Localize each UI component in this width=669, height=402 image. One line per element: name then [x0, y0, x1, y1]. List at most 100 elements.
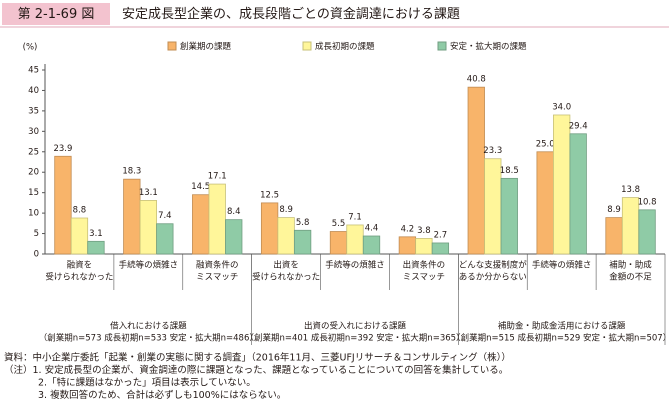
bar — [139, 200, 157, 255]
y-tick-label: 15 — [28, 188, 39, 198]
footnote: 2.「特に課題はなかった」項目は表示していない。 — [38, 377, 256, 389]
x-tick-label: 出資条件の — [403, 260, 446, 271]
bar — [398, 236, 417, 255]
x-tick-label: ミスマッチ — [403, 273, 445, 283]
y-tick-label: 5 — [34, 229, 39, 239]
x-tick-label: 受けられなかった — [45, 272, 113, 283]
bar — [467, 86, 485, 255]
bar — [277, 217, 295, 255]
value-label: 8.4 — [227, 207, 241, 217]
bar — [260, 202, 279, 255]
bar — [484, 158, 502, 255]
bar — [208, 183, 226, 255]
x-tick-label: ミスマッチ — [196, 273, 238, 283]
x-tick-label: 手続等の煩雑さ — [119, 260, 179, 271]
value-label: 23.9 — [53, 144, 72, 154]
x-tick-label: 手続等の煩雑さ — [532, 260, 592, 271]
y-tick-label: 25 — [28, 147, 39, 157]
value-label: 40.8 — [467, 75, 486, 85]
bar — [431, 242, 450, 255]
value-label: 12.5 — [260, 190, 279, 200]
bar — [346, 224, 364, 255]
y-tick-label: 10 — [28, 209, 39, 219]
value-label: 2.7 — [434, 230, 448, 240]
value-label: 23.3 — [483, 146, 502, 156]
y-tick-label: 0 — [34, 250, 39, 260]
group-note: （創業期n=401 成長初期n=392 安定・拡大期n=365） — [245, 333, 464, 344]
value-label: 29.4 — [569, 121, 588, 131]
bar — [54, 155, 72, 255]
value-label: 8.8 — [73, 206, 87, 216]
bar — [225, 219, 243, 255]
value-label: 5.8 — [296, 218, 310, 228]
value-label: 8.9 — [279, 205, 293, 215]
value-label: 18.5 — [500, 166, 519, 176]
x-tick-label: 融資を — [67, 260, 93, 271]
bar — [123, 178, 141, 255]
group-label: 借入れにおける課題 — [110, 321, 187, 332]
value-label: 34.0 — [552, 102, 571, 112]
bar — [70, 217, 89, 255]
legend-label: 創業期の課題 — [180, 41, 232, 52]
x-tick-label: 出資を — [273, 260, 299, 271]
value-label: 18.3 — [122, 167, 141, 177]
group-label: 出資の受入れにおける課題 — [304, 321, 407, 332]
legend-swatch — [302, 41, 312, 51]
bar — [638, 209, 656, 255]
y-tick-label: 30 — [28, 127, 39, 137]
value-label: 14.5 — [191, 182, 210, 192]
footnote: （注）1. 安定成長型の企業が、資金調達の際に課題となった、課題となっていること… — [4, 364, 508, 376]
value-label: 10.8 — [638, 197, 657, 207]
value-label: 8.9 — [607, 205, 621, 215]
bar — [362, 235, 381, 255]
value-label: 7.1 — [348, 212, 362, 222]
value-label: 5.5 — [332, 219, 346, 229]
bar — [415, 238, 433, 255]
group-note: （創業期n=515 成長初期n=529 安定・拡大期n=507） — [452, 333, 669, 344]
value-label: 3.8 — [417, 226, 431, 236]
legend-swatch — [167, 41, 177, 51]
y-tick-label: 20 — [28, 168, 39, 178]
bar — [569, 133, 587, 255]
bar — [156, 223, 174, 255]
bar — [87, 240, 105, 255]
y-unit: (%) — [23, 43, 38, 53]
bar — [500, 177, 518, 255]
bar — [329, 231, 348, 255]
legend-swatch — [437, 41, 447, 51]
bar — [293, 229, 312, 255]
x-tick-label: 融資条件の — [196, 260, 239, 271]
y-tick-label: 45 — [28, 66, 39, 76]
bar — [621, 197, 640, 255]
chart-title: 安定成長型企業の、成長段階ごとの資金調達における課題 — [122, 6, 460, 22]
x-tick-label: 補助・助成 — [609, 260, 652, 271]
y-tick-label: 35 — [28, 106, 39, 116]
value-label: 3.1 — [89, 229, 103, 239]
header-label-box — [2, 3, 110, 25]
x-tick-label: 受けられなかった — [252, 272, 320, 283]
y-tick-label: 40 — [28, 86, 39, 96]
value-label: 25.0 — [536, 139, 555, 149]
header-label: 第 2-1-69 図 — [18, 7, 95, 22]
x-tick-label: あるか分からない — [459, 273, 527, 283]
bar — [553, 114, 571, 255]
value-label: 13.1 — [139, 188, 158, 198]
legend-label: 成長初期の課題 — [315, 41, 375, 52]
group-note: （創業期n=573 成長初期n=533 安定・拡大期n=486） — [39, 333, 258, 344]
bar — [536, 151, 554, 255]
value-label: 7.4 — [158, 211, 172, 221]
bar — [605, 217, 623, 255]
value-label: 17.1 — [208, 172, 227, 182]
footnote: 資料：中小企業庁委託「起業・創業の実態に関する調査」（2016年11月、三菱UF… — [4, 352, 511, 364]
footnote: 3. 複数回答のため、合計は必ずしも100%にはならない。 — [38, 389, 286, 401]
value-label: 4.2 — [401, 224, 415, 234]
bar — [192, 194, 210, 255]
group-label: 補助金・助成金活用における課題 — [498, 321, 626, 332]
x-tick-label: どんな支援制度が — [459, 260, 528, 271]
x-tick-label: 手続等の煩雑さ — [325, 260, 385, 271]
value-label: 4.4 — [365, 224, 379, 234]
x-tick-label: 金額の不足 — [609, 272, 652, 283]
value-label: 13.8 — [621, 185, 640, 195]
